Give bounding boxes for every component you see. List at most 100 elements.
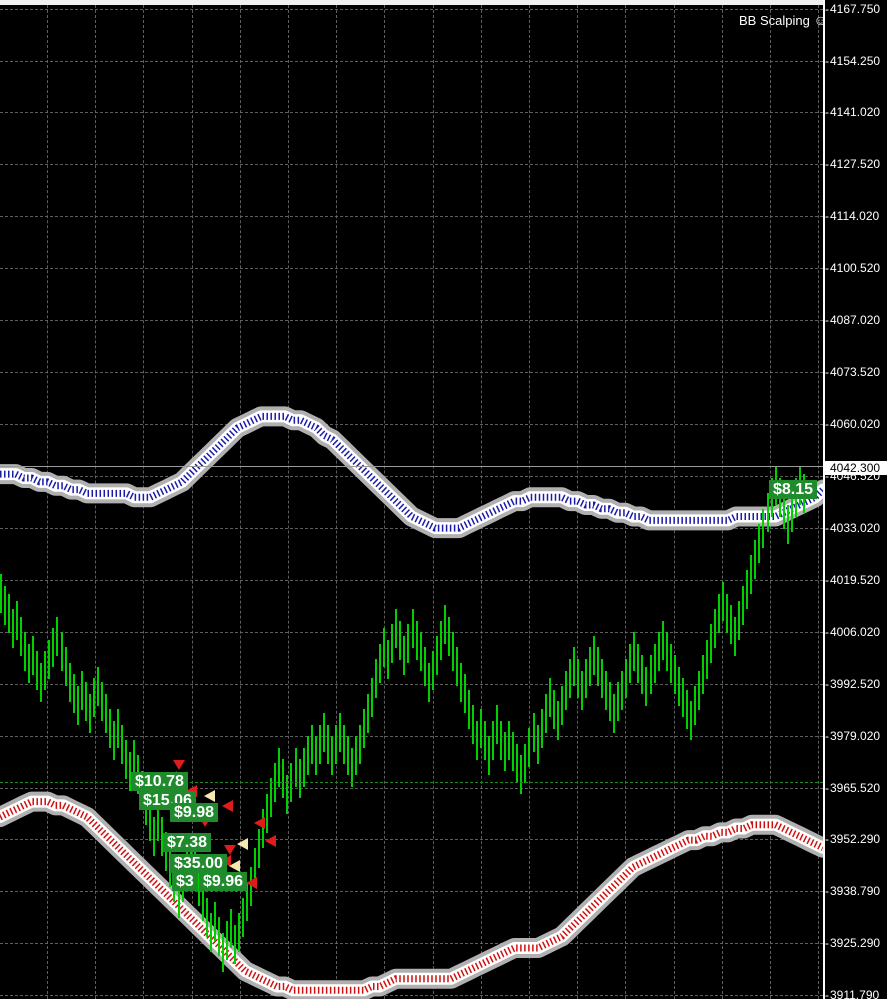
- price-bar: [36, 651, 38, 690]
- price-bar: [750, 555, 752, 594]
- trade-profit-tag[interactable]: $9.98: [170, 803, 219, 822]
- price-bar: [504, 732, 506, 771]
- current-price-label: 4042.300: [825, 461, 887, 475]
- price-bar: [65, 647, 67, 686]
- horizontal-gridline: [0, 528, 823, 529]
- price-axis-tick: -4073.520: [825, 365, 887, 379]
- price-axis-tick: -4154.250: [825, 54, 887, 68]
- price-bar: [549, 678, 551, 717]
- price-bar: [52, 628, 54, 667]
- price-axis-tick-label: 4073.520: [830, 365, 881, 379]
- price-bar: [694, 686, 696, 725]
- price-bar: [133, 740, 135, 779]
- price-bar: [702, 655, 704, 694]
- price-axis-tick-label: 3965.520: [830, 781, 881, 795]
- price-bar: [335, 725, 337, 764]
- sell-marker-icon: [224, 845, 236, 855]
- price-bar: [569, 659, 571, 698]
- price-bar: [101, 682, 103, 721]
- price-bar: [718, 594, 720, 633]
- tick-dash-icon: -: [825, 469, 829, 483]
- vertical-gridline: [481, 5, 482, 999]
- price-bar: [61, 632, 63, 671]
- lower-band-dots: [0, 798, 823, 994]
- price-bar: [488, 736, 490, 775]
- price-bar: [412, 609, 414, 648]
- price-bar: [234, 925, 236, 964]
- price-bar: [129, 752, 131, 791]
- price-bar: [742, 586, 744, 625]
- price-bar: [85, 682, 87, 721]
- price-bar: [367, 694, 369, 733]
- price-bar: [351, 748, 353, 787]
- tick-dash-icon: -: [825, 729, 829, 743]
- price-axis-tick-label: 4141.020: [830, 105, 881, 119]
- price-bar: [157, 802, 159, 841]
- price-bar: [787, 505, 789, 544]
- price-bar: [89, 694, 91, 733]
- horizontal-gridline: [0, 9, 823, 10]
- tick-dash-icon: -: [825, 157, 829, 171]
- price-bar: [557, 701, 559, 740]
- trade-profit-tag[interactable]: $10.78: [131, 772, 188, 791]
- tick-dash-icon: -: [825, 936, 829, 950]
- horizontal-gridline: [0, 268, 823, 269]
- trade-profit-tag[interactable]: $35.00: [170, 854, 227, 873]
- price-bar: [428, 663, 430, 702]
- price-bar: [464, 674, 466, 713]
- vertical-gridline: [674, 5, 675, 999]
- trade-profit-tag[interactable]: $8.15: [769, 480, 818, 499]
- price-bar: [222, 933, 224, 972]
- price-bar: [0, 574, 2, 613]
- price-bar: [641, 655, 643, 694]
- price-bar: [476, 721, 478, 760]
- vertical-gridline: [192, 5, 193, 999]
- price-axis-tick-label: 4167.750: [830, 2, 881, 16]
- horizontal-gridline: [0, 632, 823, 633]
- price-bar: [299, 759, 301, 798]
- trade-profit-tag[interactable]: $7.38: [163, 833, 212, 852]
- price-bar: [93, 678, 95, 717]
- horizontal-gridline: [0, 216, 823, 217]
- buy-marker-icon: [237, 838, 248, 850]
- price-bar: [524, 744, 526, 783]
- price-bar: [484, 721, 486, 760]
- price-axis-tick: -3952.290: [825, 832, 887, 846]
- price-bar: [109, 709, 111, 748]
- tick-dash-icon: -: [825, 105, 829, 119]
- price-bar: [121, 725, 123, 764]
- price-bar: [105, 694, 107, 733]
- price-bar: [654, 644, 656, 683]
- price-bar: [420, 632, 422, 671]
- price-bar: [210, 913, 212, 952]
- price-bar: [508, 721, 510, 760]
- vertical-gridline: [625, 5, 626, 999]
- tick-dash-icon: -: [825, 313, 829, 327]
- vertical-gridline: [722, 5, 723, 999]
- horizontal-gridline: [0, 943, 823, 944]
- price-bar: [783, 490, 785, 529]
- price-bar: [436, 636, 438, 675]
- trade-profit-tag[interactable]: $9.96: [199, 872, 248, 891]
- price-bar: [690, 701, 692, 740]
- price-bar: [343, 725, 345, 764]
- price-bar: [319, 725, 321, 764]
- price-bar: [678, 667, 680, 706]
- price-bar: [460, 663, 462, 702]
- price-bar: [226, 921, 228, 960]
- trade-profit-tag[interactable]: $3: [172, 872, 198, 891]
- price-bar: [16, 601, 18, 640]
- price-bar: [500, 721, 502, 760]
- price-bar: [391, 624, 393, 663]
- upper-band-dots: [0, 412, 823, 532]
- price-bar: [589, 647, 591, 686]
- price-axis[interactable]: -4167.750 -4154.250 -4141.020 -4127.520 -411…: [823, 0, 887, 999]
- price-bar: [202, 882, 204, 921]
- chart-plot-area[interactable]: $10.78 $15.06 $9.98 $7.38 $35.00 $3 $9.96 $8.15…: [0, 5, 823, 999]
- price-bar: [379, 644, 381, 683]
- price-bar: [20, 617, 22, 656]
- price-bar: [153, 817, 155, 856]
- price-axis-tick: -4060.020: [825, 417, 887, 431]
- bollinger-bands-svg: [0, 406, 823, 999]
